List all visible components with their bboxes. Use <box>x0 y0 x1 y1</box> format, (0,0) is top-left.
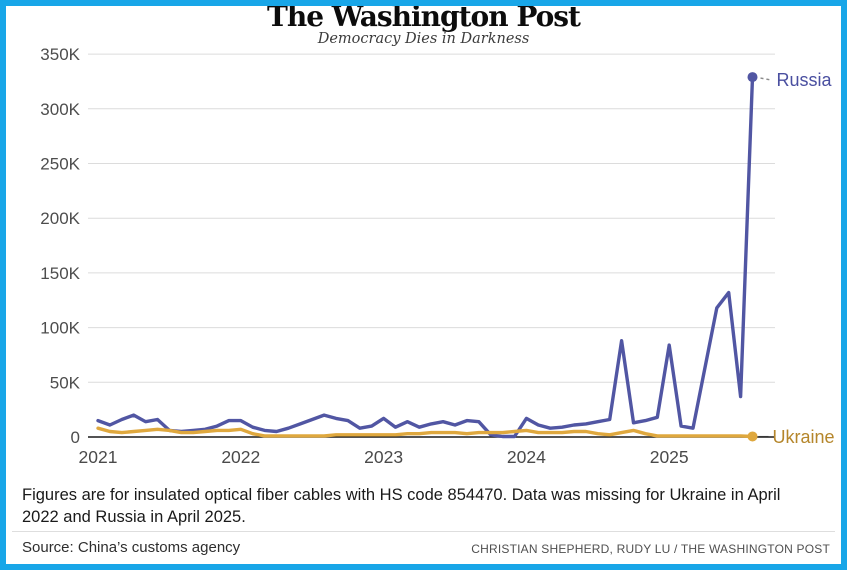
x-axis-tick: 2023 <box>364 447 403 467</box>
russia-label-connector <box>760 77 772 81</box>
ukraine-end-dot <box>747 431 758 442</box>
russia-end-dot <box>747 72 758 83</box>
y-axis-tick: 0 <box>71 428 80 447</box>
ukraine-line <box>96 426 755 439</box>
washington-post-logo: The Washington Post <box>267 6 581 33</box>
x-axis-tick: 2025 <box>650 447 689 467</box>
byline-credit: CHRISTIAN SHEPHERD, RUDY LU / THE WASHIN… <box>471 542 830 556</box>
y-axis-tick: 50K <box>50 373 81 392</box>
source-note: Source: China’s customs agency <box>22 539 241 556</box>
y-axis-tick: 100K <box>40 319 80 338</box>
masthead-tagline: Democracy Dies in Darkness <box>317 31 530 47</box>
y-axis-tick: 150K <box>40 264 80 283</box>
graphic-canvas: 0 50K 100K 150K 200K 250K 300K 350K 2021 2022 2023… <box>6 6 841 564</box>
russia-line <box>96 75 755 439</box>
y-axis-tick: 200K <box>40 209 80 228</box>
chart-svg: 0 50K 100K 150K 200K 250K 300K 350K 2021 2022 2023… <box>40 45 835 467</box>
x-axis-tick: 2021 <box>79 447 118 467</box>
russia-series-label: Russia <box>777 70 833 90</box>
y-axis-tick: 250K <box>40 155 80 174</box>
y-axis-tick: 300K <box>40 100 80 119</box>
chart-caption: Figures are for insulated optical fiber … <box>22 486 781 526</box>
ukraine-series-label: Ukraine <box>773 427 835 447</box>
x-axis-tick: 2024 <box>507 447 546 467</box>
footer-divider <box>12 531 835 532</box>
masthead: The Washington Post Democracy Dies in Da… <box>6 6 841 47</box>
footer: Source: China’s customs agency CHRISTIAN… <box>22 539 830 559</box>
y-axis-tick: 350K <box>40 45 80 64</box>
x-axis-tick: 2022 <box>221 447 260 467</box>
